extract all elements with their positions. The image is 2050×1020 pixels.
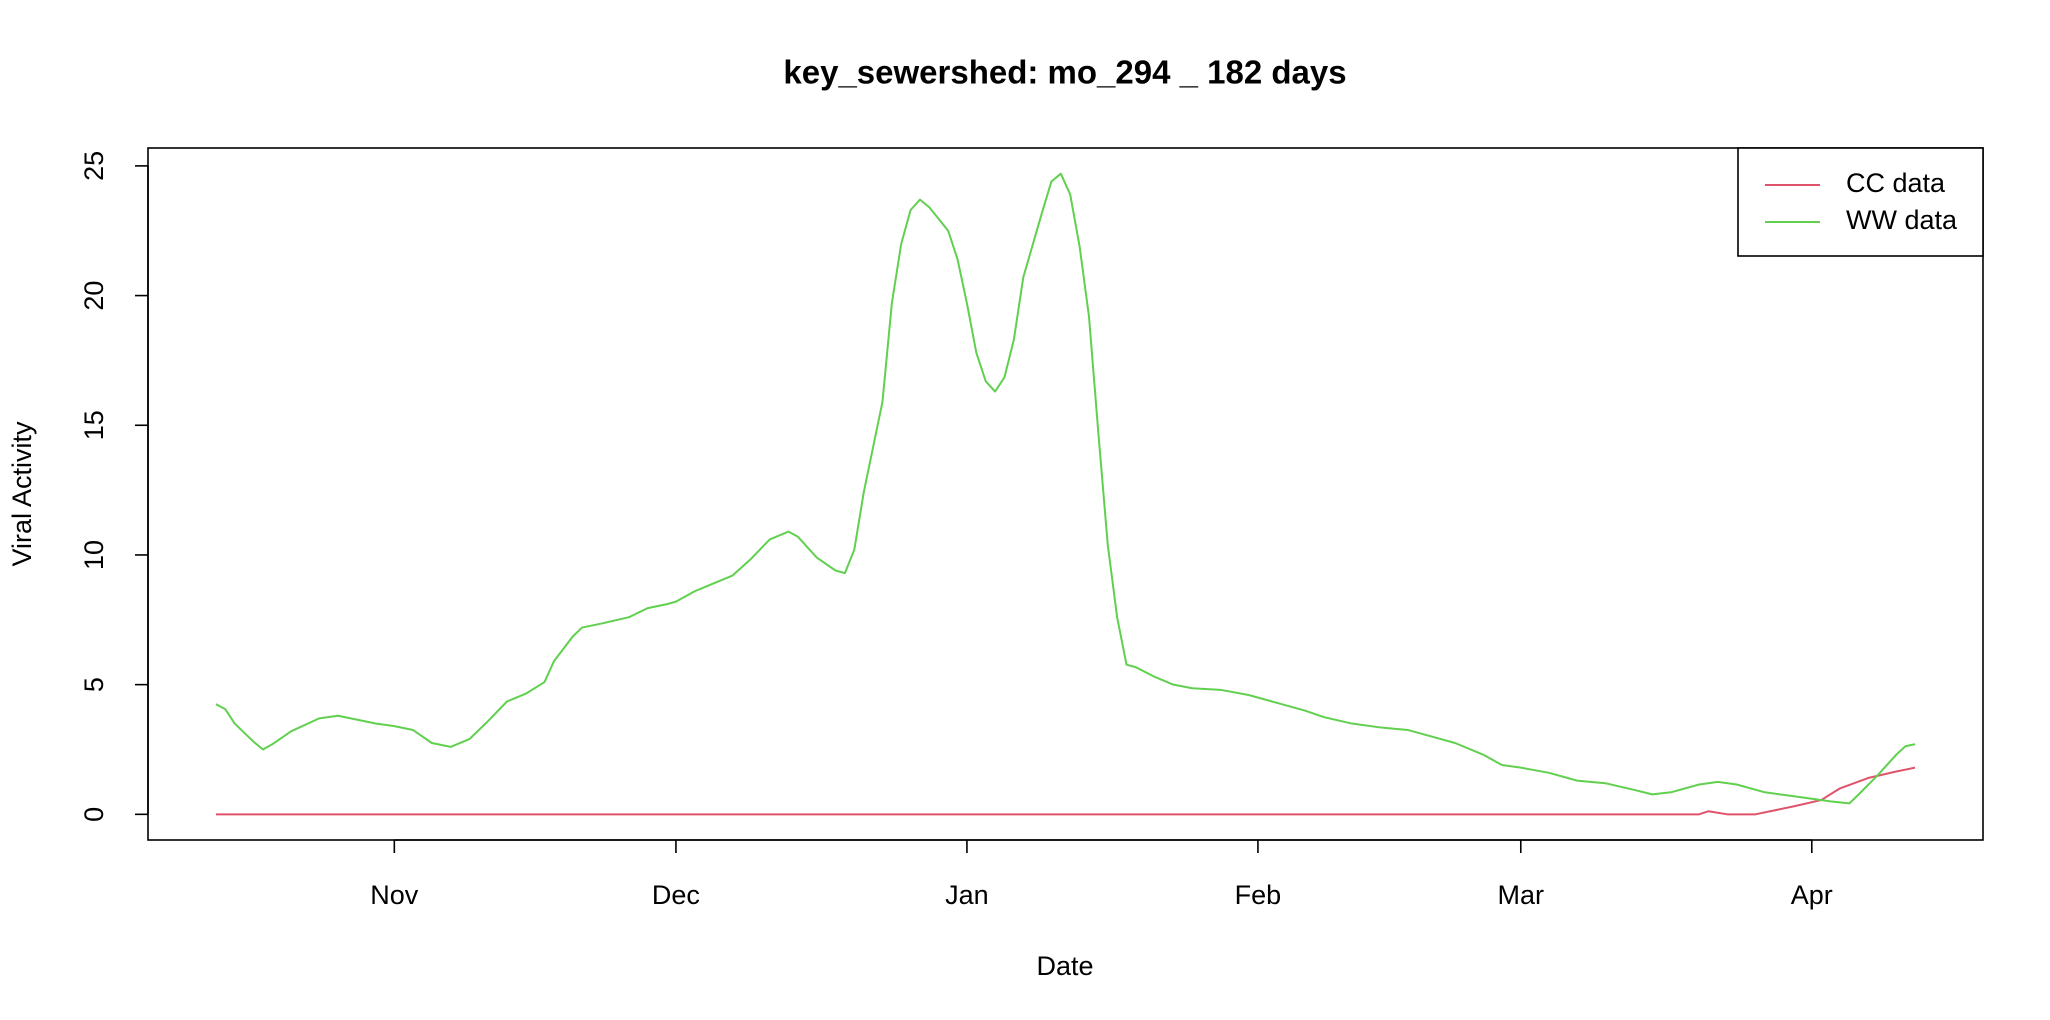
x-tick-label: Feb bbox=[1235, 880, 1282, 910]
x-tick-label: Apr bbox=[1791, 880, 1833, 910]
x-tick-label: Dec bbox=[652, 880, 700, 910]
series-line bbox=[215, 766, 1916, 816]
y-tick-label: 0 bbox=[79, 807, 109, 822]
y-tick-label: 20 bbox=[79, 281, 109, 311]
y-axis-label: Viral Activity bbox=[7, 421, 37, 567]
x-axis-label: Date bbox=[1036, 951, 1093, 981]
y-tick-label: 5 bbox=[79, 677, 109, 692]
legend-label: CC data bbox=[1846, 168, 1946, 198]
y-tick-label: 25 bbox=[79, 151, 109, 181]
x-tick-label: Nov bbox=[370, 880, 419, 910]
legend-label: WW data bbox=[1846, 205, 1958, 235]
legend-box bbox=[1737, 147, 1984, 257]
y-tick-label: 10 bbox=[79, 540, 109, 570]
series-line bbox=[215, 172, 1916, 805]
x-tick-label: Jan bbox=[945, 880, 989, 910]
y-tick-label: 15 bbox=[79, 410, 109, 440]
chart-title: key_sewershed: mo_294 _ 182 days bbox=[783, 54, 1346, 91]
x-tick-label: Mar bbox=[1498, 880, 1545, 910]
